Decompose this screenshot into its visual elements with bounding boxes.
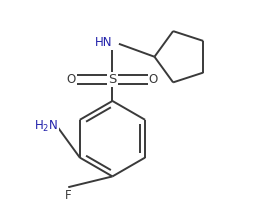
Text: O: O	[67, 73, 76, 86]
Text: O: O	[149, 73, 158, 86]
Text: F: F	[65, 189, 72, 202]
Text: H$_2$N: H$_2$N	[34, 119, 58, 134]
Text: HN: HN	[95, 36, 113, 49]
Text: S: S	[108, 73, 117, 86]
